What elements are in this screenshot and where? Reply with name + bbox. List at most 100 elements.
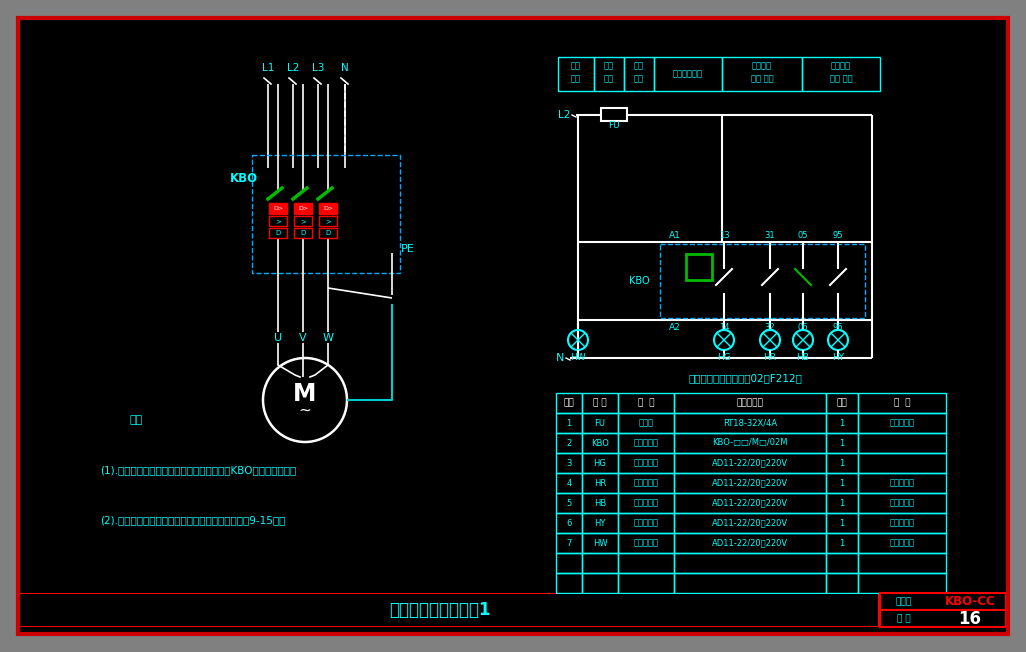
Text: AD11-22/20～220V: AD11-22/20～220V <box>712 479 788 488</box>
Text: D>: D> <box>298 206 308 211</box>
Text: 红色信号灯: 红色信号灯 <box>633 479 659 488</box>
Text: FU: FU <box>608 121 620 130</box>
Bar <box>674 553 826 573</box>
Bar <box>319 216 337 226</box>
Text: AD11-22/20～220V: AD11-22/20～220V <box>712 539 788 548</box>
Text: 备  注: 备 注 <box>894 398 910 408</box>
Text: HY: HY <box>832 353 844 363</box>
Text: 1: 1 <box>839 439 844 447</box>
Bar <box>858 413 946 433</box>
Text: 32: 32 <box>764 323 776 333</box>
Bar <box>618 473 674 493</box>
Bar <box>294 203 312 214</box>
Bar <box>618 413 674 433</box>
Text: AD11-22/20～220V: AD11-22/20～220V <box>712 518 788 527</box>
Text: KBO: KBO <box>230 171 259 185</box>
Bar <box>582 553 618 573</box>
Bar <box>858 473 946 493</box>
Bar <box>582 573 618 593</box>
Text: FU: FU <box>594 419 605 428</box>
Bar <box>826 553 858 573</box>
Bar <box>618 393 674 413</box>
Text: HB: HB <box>594 499 606 507</box>
Text: 按需要增减: 按需要增减 <box>890 539 914 548</box>
Text: 保护: 保护 <box>604 74 614 83</box>
Text: 1: 1 <box>839 539 844 548</box>
Bar <box>582 413 618 433</box>
Text: U: U <box>274 333 282 343</box>
Bar <box>601 108 627 121</box>
Bar <box>858 513 946 533</box>
Bar <box>556 473 582 493</box>
Text: N: N <box>556 353 564 363</box>
Bar <box>858 453 946 473</box>
Bar <box>618 573 674 593</box>
Bar <box>252 155 400 273</box>
Text: 报警信号: 报警信号 <box>831 61 851 70</box>
Bar <box>826 473 858 493</box>
Text: L2: L2 <box>557 110 570 120</box>
Text: 辅助信号: 辅助信号 <box>752 61 772 70</box>
Bar <box>582 433 618 453</box>
Bar <box>858 433 946 453</box>
Text: (1).本图适用于单台设备在正常工作时，采用KBO就地直接控制。: (1).本图适用于单台设备在正常工作时，采用KBO就地直接控制。 <box>100 465 297 475</box>
Bar <box>674 493 826 513</box>
Text: D: D <box>301 230 306 236</box>
Text: 按需要增减: 按需要增减 <box>890 499 914 507</box>
Bar <box>674 453 826 473</box>
Bar <box>18 593 1008 627</box>
Bar <box>674 513 826 533</box>
Text: 3: 3 <box>566 458 571 467</box>
Text: 信号: 信号 <box>634 74 644 83</box>
Text: HG: HG <box>594 458 606 467</box>
Bar <box>618 553 674 573</box>
Text: 1: 1 <box>839 458 844 467</box>
Bar <box>826 453 858 473</box>
Text: PE: PE <box>401 244 415 254</box>
Text: KBO: KBO <box>591 439 609 447</box>
Text: 一次: 一次 <box>571 61 581 70</box>
Bar <box>556 453 582 473</box>
Text: D>: D> <box>273 206 283 211</box>
Text: 13: 13 <box>718 231 729 239</box>
Text: 7: 7 <box>566 539 571 548</box>
Bar <box>556 513 582 533</box>
Text: 基本方案控制电路图1: 基本方案控制电路图1 <box>389 601 490 619</box>
Text: 1: 1 <box>839 518 844 527</box>
Text: 蓝色信号灯: 蓝色信号灯 <box>633 499 659 507</box>
Text: A1: A1 <box>669 231 681 239</box>
Text: 按需要增减: 按需要增减 <box>890 479 914 488</box>
Text: 1: 1 <box>839 499 844 507</box>
Bar <box>826 513 858 533</box>
Text: AD11-22/20～220V: AD11-22/20～220V <box>712 499 788 507</box>
Text: A2: A2 <box>669 323 681 333</box>
Text: (2).控制保护器的选型由工程师决定，详见本图集第9-15页。: (2).控制保护器的选型由工程师决定，详见本图集第9-15页。 <box>100 515 285 525</box>
Bar <box>618 493 674 513</box>
Bar <box>319 203 337 214</box>
Bar <box>722 57 802 91</box>
Text: 2: 2 <box>566 439 571 447</box>
Text: 本接线方案辅助触头为02（F212）: 本接线方案辅助触头为02（F212） <box>688 373 802 383</box>
Bar <box>826 493 858 513</box>
Text: 电源: 电源 <box>634 61 644 70</box>
Bar <box>858 493 946 513</box>
Text: 31: 31 <box>764 231 776 239</box>
Bar <box>802 57 880 91</box>
Text: 数量: 数量 <box>836 398 847 408</box>
Bar <box>594 57 624 91</box>
Text: 名  称: 名 称 <box>638 398 655 408</box>
Bar <box>556 553 582 573</box>
Text: 熔断器: 熔断器 <box>638 419 654 428</box>
Bar <box>19 594 878 626</box>
Text: 按需要增减: 按需要增减 <box>890 518 914 527</box>
Text: 符 号: 符 号 <box>593 398 606 408</box>
Bar <box>556 573 582 593</box>
Bar <box>826 533 858 553</box>
Bar <box>624 57 654 91</box>
Bar <box>826 433 858 453</box>
Text: 6: 6 <box>566 518 571 527</box>
Text: 黄色信号灯: 黄色信号灯 <box>633 518 659 527</box>
Text: 14: 14 <box>719 323 729 333</box>
Text: L3: L3 <box>312 63 324 73</box>
Text: 16: 16 <box>958 610 982 627</box>
